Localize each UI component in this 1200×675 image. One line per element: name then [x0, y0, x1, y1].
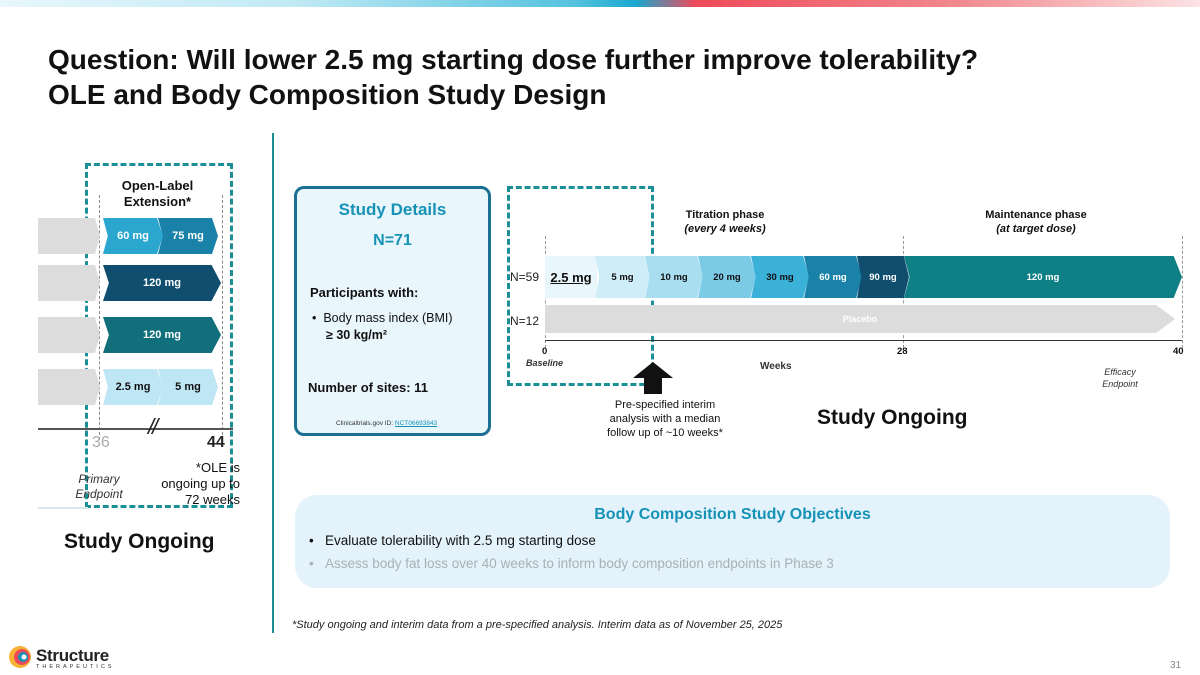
study-details-title: Study Details — [338, 200, 447, 219]
logo-name: Structure — [36, 646, 109, 665]
primary-endpoint-line-2: Endpoint — [75, 487, 123, 501]
ct-id-link[interactable]: NCT06693843 — [394, 420, 438, 427]
maintenance-line-1: Maintenance phase — [985, 209, 1087, 221]
clinicaltrials-ref: Clinicaltrials.gov ID: NCT06693843 — [336, 420, 437, 427]
week-0-tick: 0 — [542, 346, 548, 357]
interim-line-1: Pre-specified interim — [614, 399, 716, 411]
objectives-title: Body Composition Study Objectives — [594, 506, 871, 523]
week-40-tick: 40 — [1173, 346, 1184, 357]
baseline-label: Baseline — [526, 358, 564, 368]
efficacy-line-2: Endpoint — [1102, 379, 1138, 389]
efficacy-line-1: Efficacy — [1104, 367, 1136, 377]
study-details-n: N=71 — [373, 232, 412, 249]
ole-tick-start: 36 — [92, 434, 110, 451]
objective-1-text: Evaluate tolerability with 2.5 mg starti… — [324, 533, 596, 548]
logo-subtitle: THERAPEUTICS — [36, 664, 115, 670]
ole-row-2-prior — [38, 265, 100, 301]
ole-row-1-prior — [38, 218, 100, 254]
criterion-line-2: ≥ 30 kg/m² — [326, 328, 388, 342]
objective-2: • Assess body fat loss over 40 weeks to … — [309, 556, 834, 571]
ole-row-4-prior — [38, 369, 100, 405]
primary-endpoint-label: Primary Endpoint — [64, 472, 134, 502]
week-28-tick: 28 — [897, 346, 908, 357]
design-status: Study Ongoing — [817, 406, 968, 429]
interim-line-2: analysis with a median — [609, 413, 721, 425]
ole-row-1-seg-1: 60 mg — [103, 218, 163, 254]
dose-seg-20: 20 mg — [698, 256, 756, 298]
title-line-2: OLE and Body Composition Study Design — [48, 79, 607, 110]
titration-line-2: (every 4 weeks) — [684, 223, 766, 235]
up-arrow-icon — [633, 362, 673, 394]
title-line-1: Question: Will lower 2.5 mg starting dos… — [48, 44, 979, 75]
page-title: Question: Will lower 2.5 mg starting dos… — [48, 42, 978, 112]
ole-axis — [38, 428, 233, 430]
dose-seg-10: 10 mg — [645, 256, 703, 298]
titration-phase-label: Titration phase (every 4 weeks) — [655, 208, 795, 236]
ole-row-1-seg-2: 75 mg — [158, 218, 218, 254]
axis-break-mark: // — [148, 414, 158, 439]
study-details-box — [294, 186, 491, 436]
interim-analysis-label: Pre-specified interim analysis with a me… — [590, 398, 740, 440]
footnote: *Study ongoing and interim data from a p… — [292, 619, 783, 631]
ole-note: *OLE is ongoing up to 72 weeks — [140, 460, 240, 508]
dose-seg-60: 60 mg — [804, 256, 862, 298]
page-number: 31 — [1170, 660, 1182, 671]
participants-label: Participants with: — [310, 285, 419, 300]
active-n-label: N=59 — [510, 270, 540, 284]
left-baseline-accent — [38, 507, 88, 509]
logo-mark-icon — [9, 646, 31, 668]
dose-seg-120: 120 mg — [904, 256, 1182, 298]
week40-dashline — [1182, 236, 1183, 348]
primary-endpoint-line-1: Primary — [78, 472, 120, 486]
start-dose-label: 2.5 mg — [550, 269, 592, 285]
ole-row-4-seg-1: 2.5 mg — [103, 369, 163, 405]
weeks-axis — [545, 340, 1182, 341]
ole-note-line-3: 72 weeks — [185, 492, 240, 507]
criterion-bullet: • Body mass index (BMI) ≥ 30 kg/m² — [312, 310, 482, 344]
ole-row-2-seg-1: 120 mg — [103, 265, 221, 301]
vertical-divider — [272, 133, 274, 633]
ole-end-dotline — [222, 195, 223, 440]
dose-seg-30: 30 mg — [751, 256, 809, 298]
efficacy-endpoint-label: Efficacy Endpoint — [1090, 366, 1150, 390]
ole-start-dotline — [99, 195, 100, 440]
ole-tick-end: 44 — [207, 434, 225, 451]
top-gradient-bar — [0, 0, 1200, 7]
ole-note-line-2: ongoing up to — [161, 476, 240, 491]
ole-row-3-seg-1: 120 mg — [103, 317, 221, 353]
dose-seg-90: 90 mg — [857, 256, 909, 298]
objective-1: • Evaluate tolerability with 2.5 mg star… — [309, 533, 596, 548]
ole-row-3-prior — [38, 317, 100, 353]
ole-row-4-seg-2: 5 mg — [158, 369, 218, 405]
maintenance-phase-label: Maintenance phase (at target dose) — [966, 208, 1106, 236]
weeks-label: Weeks — [760, 361, 792, 372]
placebo-bar: Placebo — [545, 305, 1175, 333]
maintenance-line-2: (at target dose) — [996, 223, 1076, 235]
start-dose-segment: 2.5 mg — [545, 256, 597, 298]
objective-2-text: Assess body fat loss over 40 weeks to in… — [324, 556, 834, 571]
criterion-line-1: Body mass index (BMI) — [323, 311, 453, 325]
titration-line-1: Titration phase — [685, 209, 765, 221]
number-of-sites: Number of sites: 11 — [308, 380, 428, 395]
dose-seg-5: 5 mg — [595, 256, 650, 298]
ole-label: Open-Label Extension* — [100, 178, 215, 210]
placebo-n-label: N=12 — [510, 314, 540, 328]
ole-status: Study Ongoing — [64, 530, 215, 553]
objectives-box — [295, 495, 1170, 588]
ole-label-line-1: Open-Label — [121, 178, 194, 193]
interim-line-3: follow up of ~10 weeks* — [607, 427, 723, 439]
ct-prefix: Clinicaltrials.gov ID: — [336, 420, 395, 427]
ole-note-line-1: *OLE is — [195, 460, 240, 475]
ole-label-line-2: Extension* — [123, 194, 192, 209]
